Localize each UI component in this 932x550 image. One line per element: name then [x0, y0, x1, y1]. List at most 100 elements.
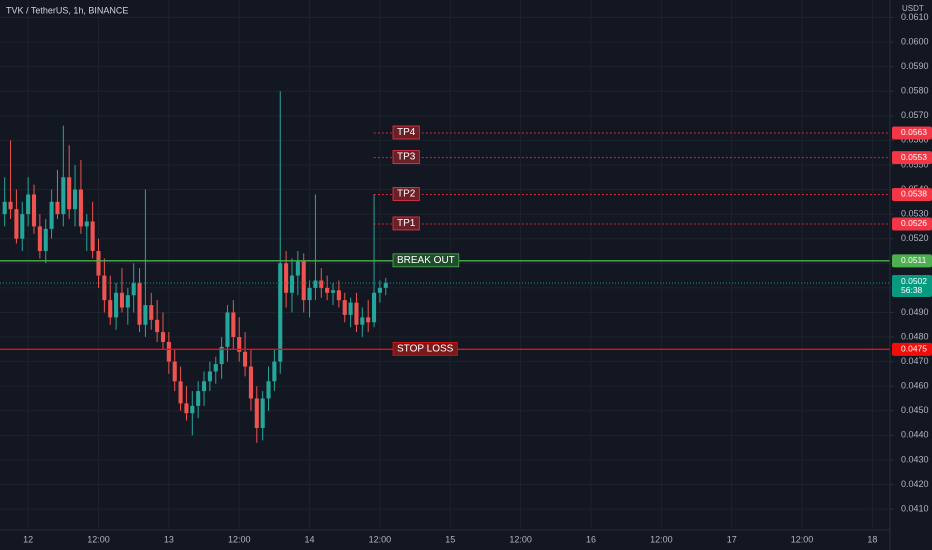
y-tick-label: 0.0520 [901, 233, 929, 243]
candle-body [90, 221, 95, 251]
candle-body [131, 282, 136, 296]
candle-body [172, 361, 177, 382]
y-tick-label: 0.0480 [901, 331, 929, 341]
x-tick-label: 12:00 [87, 534, 110, 544]
candle-body [8, 201, 13, 210]
candle-body [254, 398, 259, 428]
candle-body [377, 287, 382, 293]
y-tick-label: 0.0610 [901, 12, 929, 22]
price-axis: 0.0410 0.0420 0.0430 0.0440 0.0450 0.0460 0.04… [890, 12, 932, 513]
candle-body [137, 282, 142, 325]
x-tick-label: 17 [727, 534, 737, 544]
candle-body [207, 371, 212, 382]
candle-body [43, 228, 48, 251]
x-tick-label: 18 [867, 534, 877, 544]
candle-body [78, 189, 83, 227]
x-tick-label: 12:00 [650, 534, 673, 544]
candle-body [219, 346, 224, 365]
candle-body [196, 391, 201, 406]
overlay: TP4 TP3 TP2 TP1 BREAK OUT STOP LOSS [0, 125, 890, 356]
candle-body [336, 290, 341, 301]
candle-body [325, 287, 330, 293]
candle-body [61, 177, 66, 215]
candle-body [96, 250, 101, 276]
chart-title: TVK / TetherUS, 1h, BINANCE [6, 5, 128, 15]
x-tick-label: 15 [445, 534, 455, 544]
y-tick-label: 0.0490 [901, 307, 929, 317]
level-label: TP3 [397, 152, 416, 163]
x-tick-label: 14 [305, 534, 315, 544]
candle-body [237, 337, 242, 352]
y-tick-label: 0.0580 [901, 86, 929, 96]
candle-body [272, 361, 277, 382]
candle-body [243, 351, 248, 367]
candle-body [84, 221, 89, 227]
y-tick-label: 0.0600 [901, 36, 929, 46]
x-tick-label: 16 [586, 534, 596, 544]
candle-body [108, 300, 113, 318]
level-label-box [392, 187, 420, 201]
level-price-box [892, 217, 932, 231]
level-label: BREAK OUT [397, 255, 455, 266]
x-tick-label: 12 [23, 534, 33, 544]
x-tick-label: 12:00 [369, 534, 392, 544]
x-tick-label: 12:00 [791, 534, 814, 544]
y-tick-label: 0.0420 [901, 479, 929, 489]
candle-body [225, 312, 230, 347]
level-price-box [892, 187, 932, 201]
level-label-box [392, 216, 420, 231]
last-price-label: 0.0502 [901, 276, 927, 286]
candle-body [354, 302, 359, 325]
level-price-label: 0.0511 [901, 255, 927, 265]
y-tick-label: 0.0410 [901, 503, 929, 513]
level-label: TP2 [397, 189, 416, 200]
level-price-box [892, 151, 932, 165]
candle-body [319, 280, 324, 288]
level-label-box [392, 341, 458, 356]
candle-body [49, 201, 54, 229]
candle-body [284, 263, 289, 293]
candle-body [2, 201, 7, 215]
level-label: TP1 [397, 218, 416, 229]
candle-body [342, 300, 347, 315]
x-tick-label: 13 [164, 534, 174, 544]
candle-body [178, 381, 183, 404]
candle-body [278, 263, 283, 362]
candle-body [20, 214, 25, 239]
candle-body [201, 381, 207, 392]
candle-body [14, 209, 19, 239]
candle-body [67, 177, 72, 210]
x-tick-label: 12:00 [228, 534, 251, 544]
candle-body [149, 305, 154, 320]
y-tick-label: 0.0570 [901, 110, 929, 120]
level-label: STOP LOSS [397, 343, 454, 354]
y-tick-label: 0.0440 [901, 430, 929, 440]
candle-body [55, 201, 60, 215]
x-tick-label: 12:00 [509, 534, 532, 544]
y-tick-label: 0.0590 [901, 61, 929, 71]
candle-body [119, 292, 125, 308]
level-price-box [892, 126, 932, 140]
candle-body [307, 287, 312, 301]
candle-body [184, 403, 189, 414]
candle-body [166, 341, 171, 362]
level-price-label: 0.0553 [901, 152, 927, 162]
level-price-box [892, 254, 932, 268]
candle-body [114, 292, 119, 318]
level-price-label: 0.0538 [901, 189, 927, 199]
candle-body [301, 260, 306, 301]
candle-body [26, 194, 31, 215]
candle-body [248, 366, 253, 399]
candle-body [125, 295, 130, 308]
candle-body [313, 280, 318, 288]
candle-body [383, 282, 388, 288]
y-tick-label: 0.0470 [901, 356, 929, 366]
level-price-label: 0.0526 [901, 218, 927, 228]
y-tick-label: 0.0550 [901, 159, 929, 169]
candle-body [31, 194, 37, 227]
candle-body [360, 317, 365, 325]
level-price-label: 0.0475 [901, 344, 927, 354]
y-tick-label: 0.0430 [901, 454, 929, 464]
